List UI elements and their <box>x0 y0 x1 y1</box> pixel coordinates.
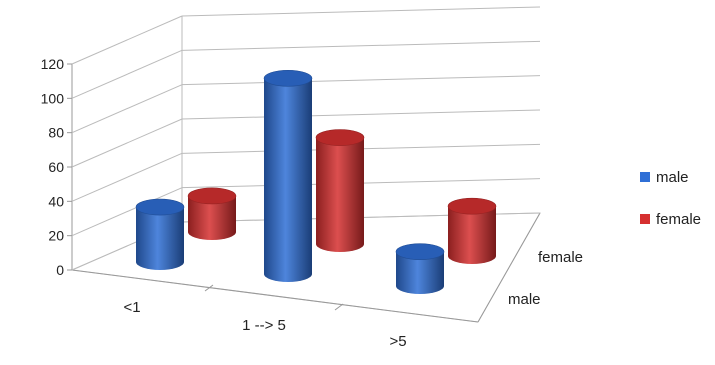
bar-female-1 <box>315 129 365 252</box>
legend-label-female: female <box>656 210 702 228</box>
depth-tick-label: female <box>538 249 583 266</box>
legend: male female <box>640 166 701 250</box>
x-axis-line <box>71 269 479 323</box>
depth-tick-label: male <box>508 291 541 308</box>
y-axis-ticks: 0 20 40 60 80 100 120 <box>41 56 72 278</box>
y-tick-label: 0 <box>56 262 64 278</box>
x-tick-label: <1 <box>123 299 140 316</box>
y-tick-label: 20 <box>48 228 64 244</box>
gridline-left <box>71 15 183 65</box>
legend-label-male: male <box>656 168 689 186</box>
y-tick-label: 80 <box>48 125 64 141</box>
x-tick-mark <box>334 303 344 311</box>
bar-female-0 <box>187 187 237 240</box>
y-tick-label: 60 <box>48 159 64 175</box>
gridline-left <box>71 84 183 134</box>
gridline-left <box>71 49 183 99</box>
legend-swatch-female <box>640 214 650 224</box>
x-tick-label: >5 <box>389 333 406 350</box>
bar-female-2 <box>447 197 497 264</box>
gridline-back <box>181 75 541 86</box>
gridline-back <box>181 6 541 17</box>
bar-male-0 <box>135 198 185 270</box>
legend-item-female: female <box>640 208 701 230</box>
legend-swatch-male <box>640 172 650 182</box>
depth-axis-line <box>477 212 541 323</box>
gridline-left <box>71 187 183 237</box>
chart-bars <box>135 70 497 294</box>
y-tick-label: 100 <box>41 90 65 106</box>
y-tick-label: 120 <box>41 56 65 72</box>
y-tick-label: 40 <box>48 193 64 209</box>
gridline-left <box>71 118 183 168</box>
x-tick-mark <box>204 284 214 292</box>
gridline-left <box>71 152 183 202</box>
depth-axis-ticks: male female <box>508 249 583 308</box>
x-tick-label: 1 --> 5 <box>242 317 286 334</box>
bar-male-1 <box>263 70 313 282</box>
bar-male-2 <box>395 243 445 294</box>
x-axis-ticks: <1 1 --> 5 >5 <box>123 284 407 350</box>
legend-item-male: male <box>640 166 701 188</box>
gridline-back <box>181 40 541 51</box>
gridline-back <box>181 109 541 120</box>
